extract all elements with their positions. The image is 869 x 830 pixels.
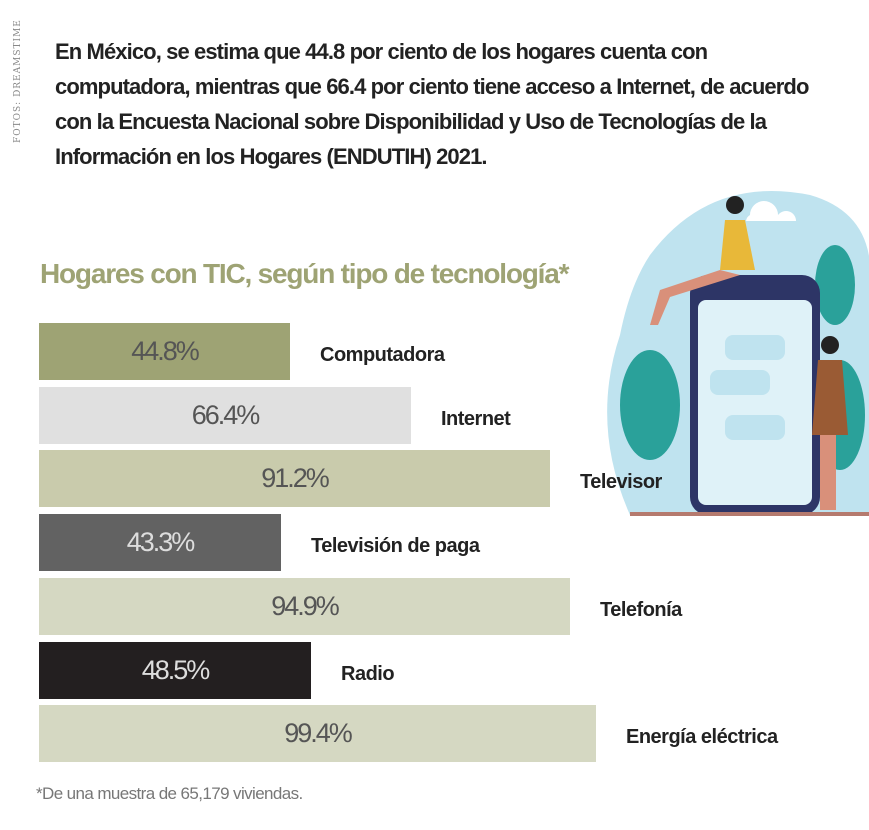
photo-credit: FOTOS: DREAMSTIME bbox=[13, 19, 23, 143]
woman-legs bbox=[650, 270, 740, 325]
man-head bbox=[821, 336, 839, 354]
footnote: *De una muestra de 65,179 viviendas. bbox=[36, 784, 303, 803]
intro-text: En México, se estima que 44.8 por ciento… bbox=[55, 39, 809, 169]
chart-title: Hogares con TIC, según tipo de tecnologí… bbox=[40, 258, 570, 289]
category-label: Radio bbox=[341, 663, 395, 685]
bar-1: 66.4% bbox=[39, 387, 411, 444]
bar-5: 48.5% bbox=[39, 642, 311, 699]
bar-6: 99.4% bbox=[39, 705, 596, 762]
woman-head bbox=[726, 196, 744, 214]
leaf bbox=[620, 350, 680, 460]
illustration bbox=[607, 191, 869, 516]
bar-value-label: 44.8% bbox=[131, 336, 200, 366]
ground bbox=[630, 512, 869, 516]
woman-body bbox=[720, 220, 755, 270]
bar-4: 94.9% bbox=[39, 578, 570, 635]
bar-2: 91.2% bbox=[39, 450, 550, 507]
leaf bbox=[815, 245, 855, 325]
category-label: Internet bbox=[441, 408, 511, 430]
cloud-icon bbox=[746, 201, 796, 221]
chat-bubble bbox=[710, 370, 770, 395]
category-label: Energía eléctrica bbox=[626, 726, 778, 748]
category-label: Telefonía bbox=[600, 599, 682, 621]
bar-value-label: 91.2% bbox=[261, 463, 330, 493]
bar-0: 44.8% bbox=[39, 323, 290, 380]
category-label: Televisión de paga bbox=[311, 535, 480, 557]
bar-value-label: 48.5% bbox=[141, 655, 211, 685]
phone-screen bbox=[698, 300, 812, 505]
chat-bubble bbox=[725, 415, 785, 440]
bar-value-label: 43.3% bbox=[126, 527, 196, 557]
person-body bbox=[812, 360, 848, 435]
bar-value-label: 94.9% bbox=[271, 591, 340, 621]
person-legs bbox=[820, 435, 836, 510]
category-label: Computadora bbox=[320, 344, 445, 366]
bar-3: 43.3% bbox=[39, 514, 281, 571]
chat-bubble bbox=[725, 335, 785, 360]
bar-value-label: 66.4% bbox=[191, 400, 261, 430]
category-label: Televisor bbox=[580, 471, 662, 493]
bar-value-label: 99.4% bbox=[284, 718, 353, 748]
